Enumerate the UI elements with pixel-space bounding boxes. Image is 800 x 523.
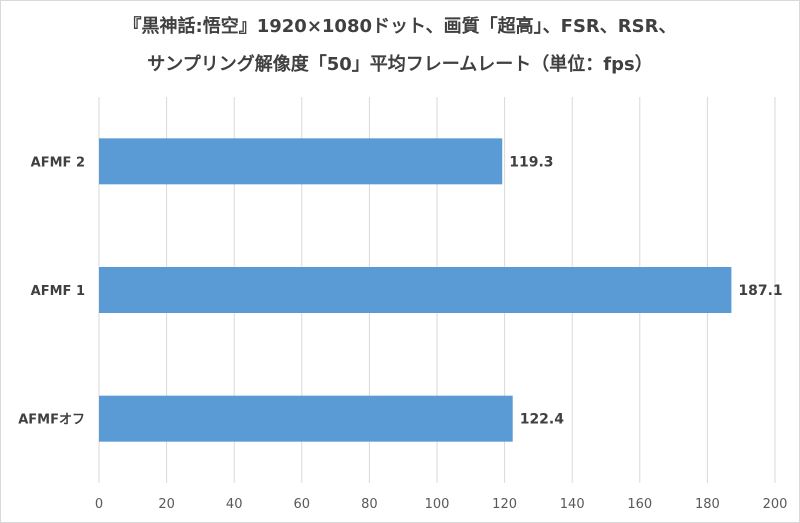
x-tick-label-1: 20: [158, 497, 175, 512]
category-label-2: AFMFオフ: [18, 413, 85, 428]
x-tick-label-9: 180: [695, 497, 720, 512]
x-tick-label-2: 40: [226, 497, 243, 512]
x-tick-label-0: 0: [95, 497, 103, 512]
x-tick-label-8: 160: [627, 497, 652, 512]
category-label-1: AFMF 1: [31, 284, 85, 299]
x-tick-label-10: 200: [763, 497, 788, 512]
x-tick-label-3: 60: [294, 497, 311, 512]
x-tick-label-6: 120: [492, 497, 517, 512]
chart-title-line-1: 『黒神話:悟空』1920×1080ドット、画質「超高」、FSR、RSR、: [123, 16, 677, 37]
bar-2: [99, 395, 513, 442]
x-tick-label-5: 100: [425, 497, 450, 512]
x-tick-label-4: 80: [361, 497, 378, 512]
data-label-2: 122.4: [520, 412, 565, 428]
category-label-0: AFMF 2: [31, 155, 85, 170]
bar-0: [99, 138, 503, 185]
bar-1: [99, 267, 732, 313]
data-label-0: 119.3: [509, 154, 553, 170]
data-label-1: 187.1: [738, 283, 782, 299]
x-tick-label-7: 140: [560, 497, 585, 512]
chart-title-line-2: サンプリング解像度「50」平均フレームレート（単位：fps）: [147, 54, 653, 75]
